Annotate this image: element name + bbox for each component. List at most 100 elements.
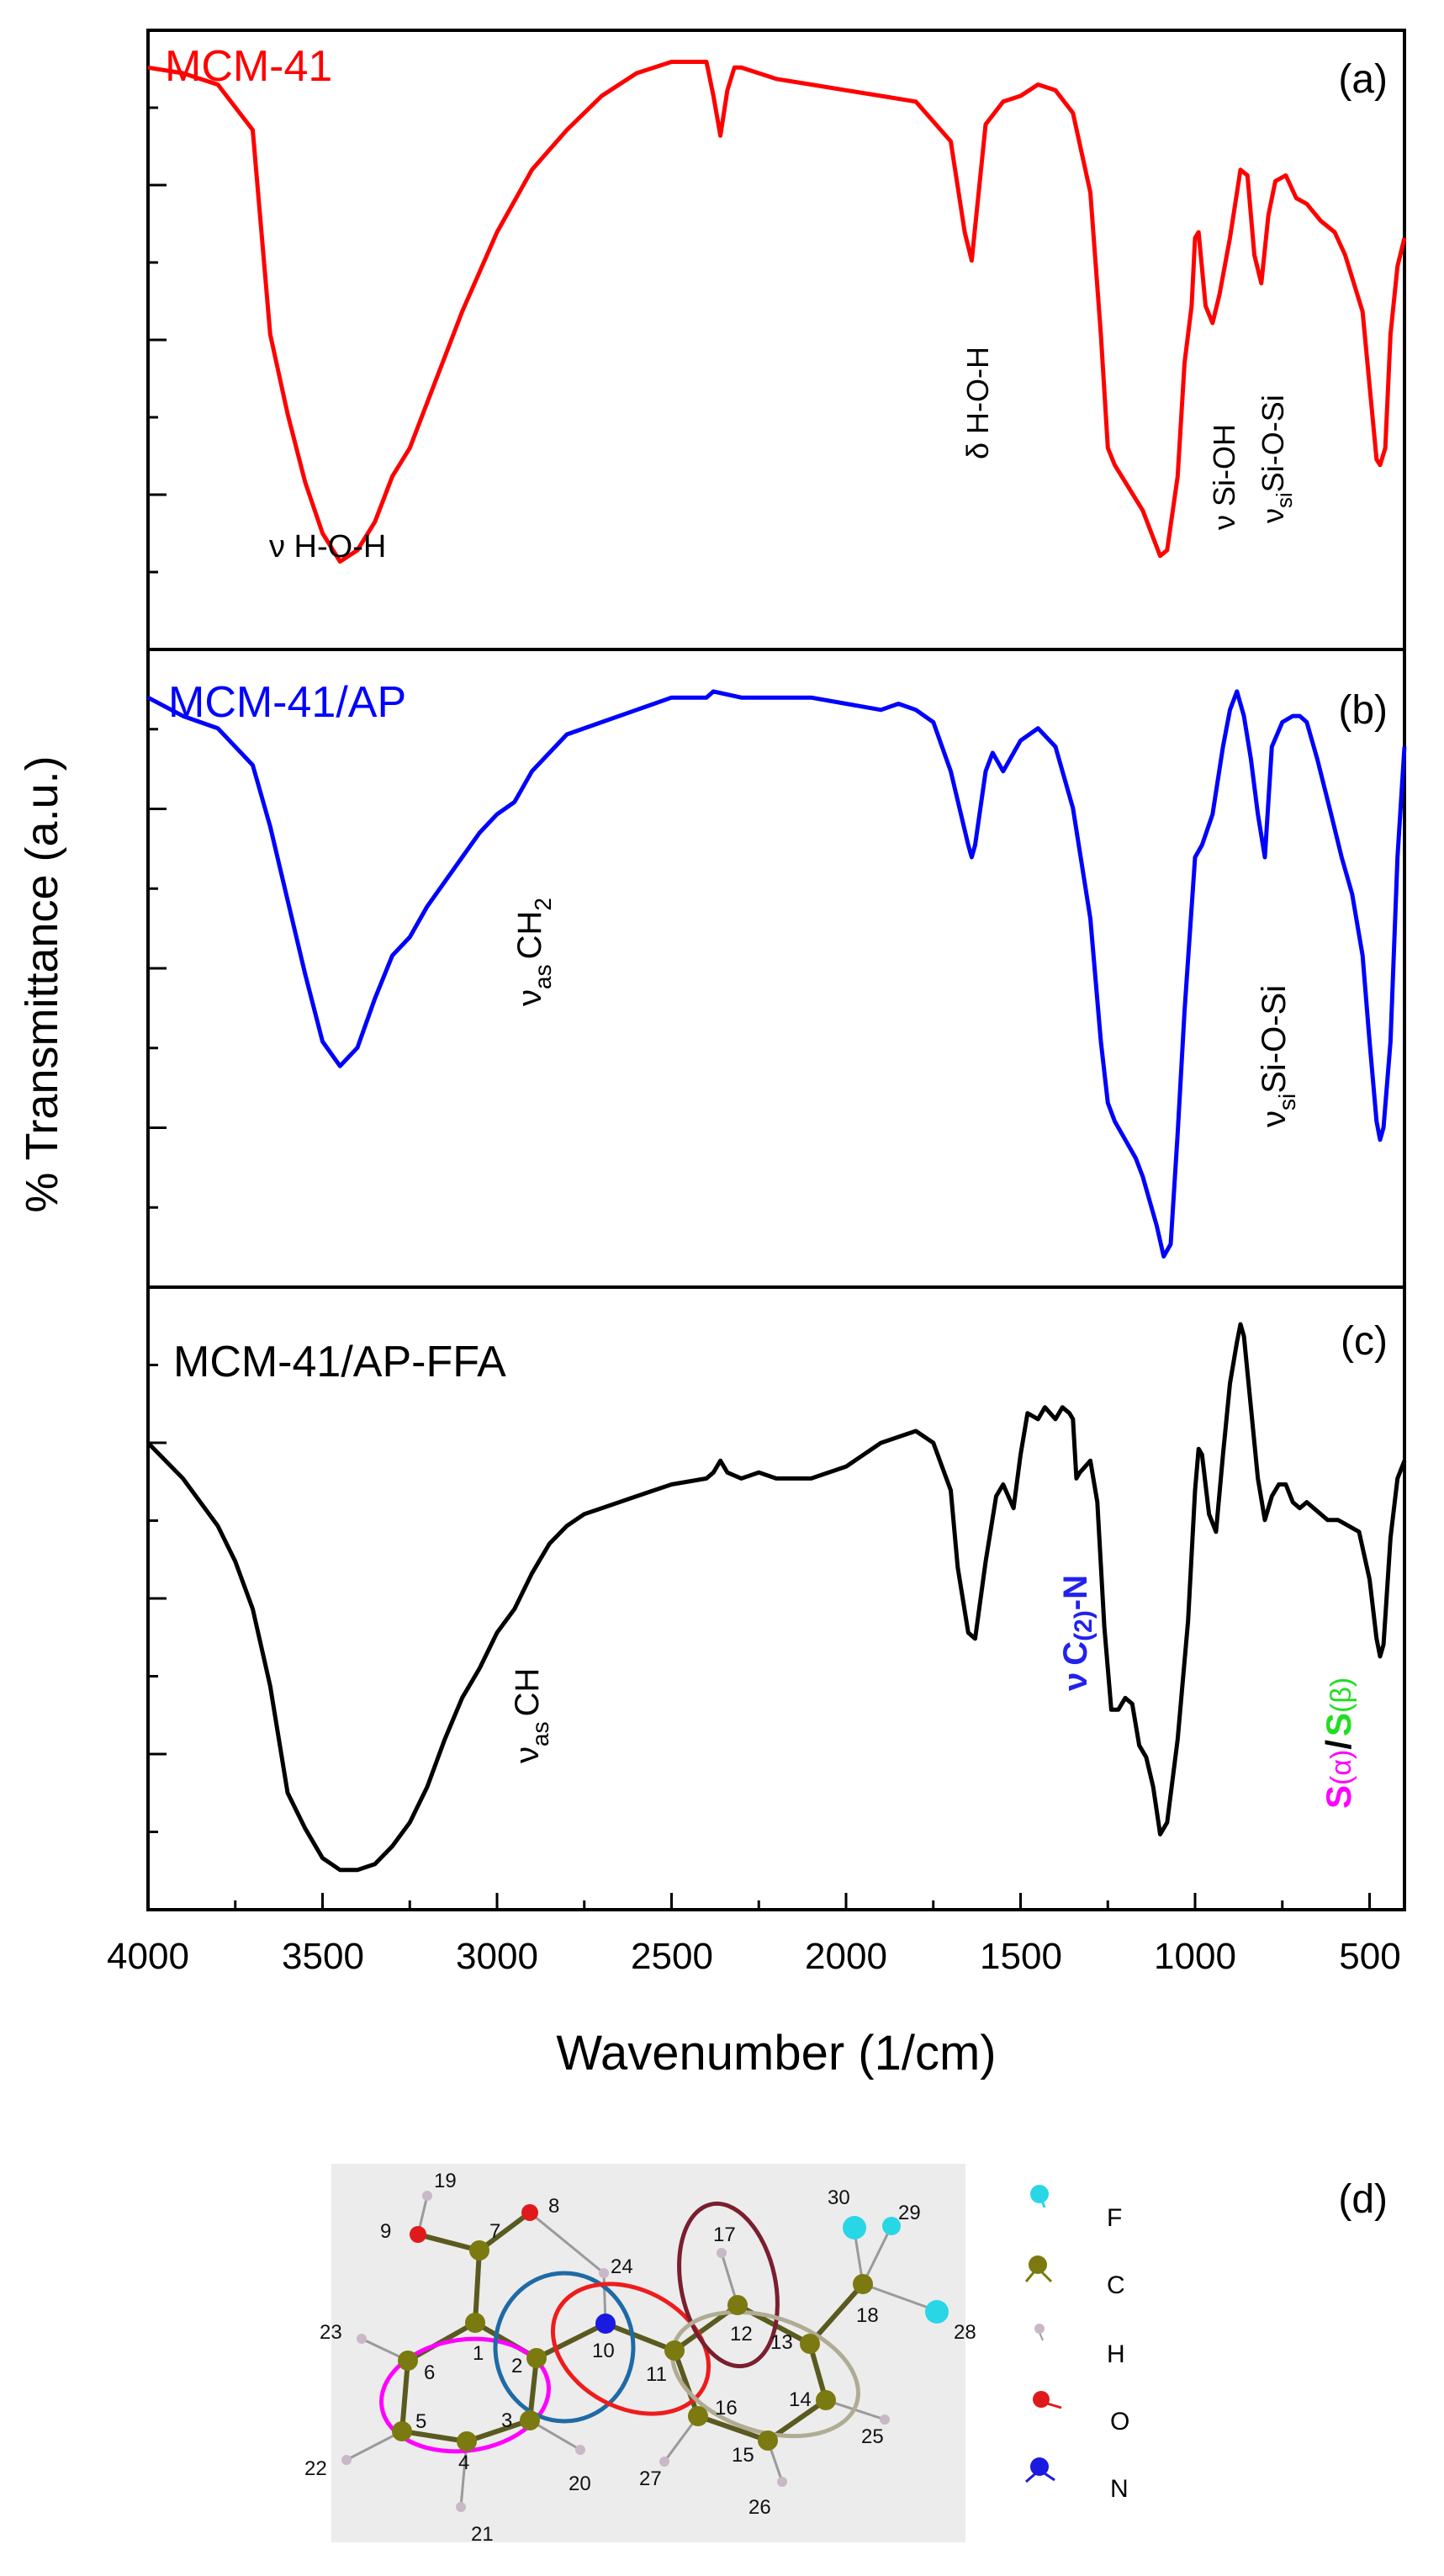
annotation-ch: νas CH bbox=[509, 1668, 553, 1763]
legend-carbon: C bbox=[1024, 2255, 1125, 2299]
molecule-rings bbox=[379, 2201, 860, 2454]
annotation-sios-a: Si-O-Si bbox=[1256, 395, 1290, 492]
legend-hydrogen: H bbox=[1034, 2324, 1125, 2368]
annotation-c2n: νC(2)-N bbox=[1057, 1575, 1098, 1691]
annotation-nu-b1: ν bbox=[511, 989, 548, 1006]
legend-fluorine-label: F bbox=[1107, 2204, 1122, 2232]
atom-label-20: 20 bbox=[569, 2473, 591, 2495]
panel-tag-c: (c) bbox=[1341, 1319, 1388, 1364]
atom-label-2: 2 bbox=[511, 2355, 522, 2377]
atom-label-17: 17 bbox=[713, 2224, 736, 2246]
ring-c2-n bbox=[550, 2282, 711, 2416]
atom-hydrogen bbox=[880, 2414, 890, 2425]
atom-carbon bbox=[853, 2274, 873, 2294]
legend-nitrogen-label: N bbox=[1110, 2475, 1129, 2503]
atom-carbon bbox=[758, 2430, 778, 2451]
panel-tag-a: (a) bbox=[1338, 57, 1388, 102]
panel-c: MCM-41/AP-FFA (c) νasCH νC(2)-N S(α)/S(β… bbox=[146, 1285, 1407, 1911]
legend-fluorine: F bbox=[1030, 2185, 1122, 2232]
annotation-as-sub-c: as bbox=[527, 1721, 553, 1746]
atom-label-16: 16 bbox=[715, 2397, 738, 2420]
panel-tag-d: (d) bbox=[1338, 2177, 1388, 2222]
atom-label-26: 26 bbox=[748, 2496, 771, 2519]
annotation-2-c: (2) bbox=[1070, 1610, 1098, 1641]
panel-tag-b: (b) bbox=[1338, 688, 1388, 733]
svg-text:S(α)/S(β): S(α)/S(β) bbox=[1319, 1678, 1358, 1809]
atom-carbon bbox=[392, 2421, 412, 2441]
svg-text:νasCH: νas CH bbox=[509, 1668, 553, 1763]
legend-carbon-icon bbox=[1029, 2255, 1047, 2274]
atom-carbon bbox=[688, 2406, 708, 2426]
series-label-mcm41-ap-ffa: MCM-41/AP-FFA bbox=[173, 1338, 506, 1386]
atom-carbon bbox=[727, 2295, 748, 2315]
atom-oxygen bbox=[410, 2226, 426, 2243]
atom-fluorine bbox=[882, 2217, 901, 2235]
atom-carbon bbox=[526, 2348, 547, 2368]
series-line-mcm41-ap bbox=[146, 689, 1407, 1259]
atom-label-18: 18 bbox=[856, 2304, 879, 2327]
atom-label-8: 8 bbox=[548, 2195, 559, 2218]
x-tick-label: 2500 bbox=[631, 1936, 713, 1977]
y-axis-title: % Transmittance (a.u.) bbox=[17, 755, 67, 1212]
atom-label-14: 14 bbox=[789, 2388, 812, 2411]
atom-carbon bbox=[664, 2340, 685, 2361]
x-axis-ticks bbox=[146, 1893, 1371, 1910]
atom-hydrogen bbox=[357, 2334, 367, 2344]
annotation-c-c: C bbox=[1057, 1641, 1094, 1666]
atom-hydrogens bbox=[341, 2191, 890, 2512]
legend-nitrogen: N bbox=[1025, 2457, 1129, 2503]
atom-carbon bbox=[457, 2431, 477, 2451]
atom-label-23: 23 bbox=[320, 2321, 342, 2344]
legend-fluorine-icon bbox=[1030, 2185, 1049, 2203]
annotation-ch2: νas CH2 bbox=[511, 898, 556, 1006]
atom-label-28: 28 bbox=[954, 2321, 976, 2344]
svg-text:νasCH2: νas CH2 bbox=[511, 898, 556, 1006]
atom-carbon bbox=[520, 2410, 540, 2430]
x-axis-title: Wavenumber (1/cm) bbox=[556, 2026, 996, 2080]
molecule-atoms bbox=[341, 2191, 949, 2512]
legend-hydrogen-icon bbox=[1034, 2324, 1045, 2334]
atom-carbon bbox=[469, 2240, 489, 2261]
atom-hydrogen bbox=[777, 2477, 787, 2487]
legend-oxygen-label: O bbox=[1110, 2408, 1129, 2436]
annotation-hoh-bend: δ H-O-H bbox=[960, 347, 995, 459]
annotation-si-o-si-a: νsiSi-O-Si bbox=[1256, 395, 1297, 523]
annotation-hoh-stretch: ν H-O-H bbox=[269, 529, 386, 564]
series-label-mcm41: MCM-41 bbox=[165, 42, 332, 91]
x-tick-label: 4000 bbox=[107, 1936, 189, 1977]
annotation-alpha: (α) bbox=[1325, 1750, 1357, 1785]
svg-text:νC(2)-N: νC(2)-N bbox=[1057, 1575, 1098, 1691]
annotation-si-oh: ν Si-OH bbox=[1207, 424, 1241, 530]
panel-a-ticks bbox=[148, 106, 167, 574]
annotation-as-sub-b: as bbox=[530, 964, 556, 989]
annotation-s1: S bbox=[1319, 1785, 1358, 1809]
x-tick-label: 1500 bbox=[980, 1936, 1062, 1977]
panel-d: (d) bbox=[304, 2164, 1388, 2546]
ring-c12 bbox=[677, 2201, 780, 2369]
annotation-nu-b2: ν bbox=[1256, 1110, 1293, 1127]
atom-label-27: 27 bbox=[639, 2467, 662, 2490]
atom-label-12: 12 bbox=[730, 2323, 753, 2345]
atom-label-9: 9 bbox=[380, 2220, 391, 2243]
annotation-nu-c2: ν bbox=[1057, 1672, 1094, 1691]
atom-hydrogen bbox=[456, 2502, 466, 2512]
atom-hydrogen bbox=[599, 2268, 609, 2278]
atom-label-5: 5 bbox=[415, 2410, 426, 2433]
atom-label-11: 11 bbox=[646, 2363, 667, 2386]
panel-b-ticks bbox=[148, 728, 167, 1209]
atom-nitrogen bbox=[595, 2314, 616, 2334]
atom-fluorine bbox=[925, 2300, 949, 2324]
series-label-mcm41-ap: MCM-41/AP bbox=[168, 678, 406, 727]
atom-label-1: 1 bbox=[473, 2342, 484, 2365]
atom-fluorine bbox=[843, 2216, 866, 2239]
annotation-2-sub-b: 2 bbox=[530, 898, 556, 911]
atom-label-15: 15 bbox=[732, 2444, 754, 2467]
legend-nitrogen-icon bbox=[1030, 2457, 1049, 2476]
annotation-sios-b: Si-O-Si bbox=[1256, 985, 1293, 1094]
atom-label-13: 13 bbox=[770, 2331, 793, 2354]
legend-oxygen-icon bbox=[1033, 2391, 1050, 2408]
annotation-si-sub-b: si bbox=[1274, 1094, 1300, 1110]
annotation-beta: (β) bbox=[1325, 1678, 1357, 1713]
x-axis: 4000 3500 3000 2500 2000 1500 1000 500 W… bbox=[107, 1893, 1401, 2080]
annotation-s2: S bbox=[1319, 1713, 1358, 1736]
